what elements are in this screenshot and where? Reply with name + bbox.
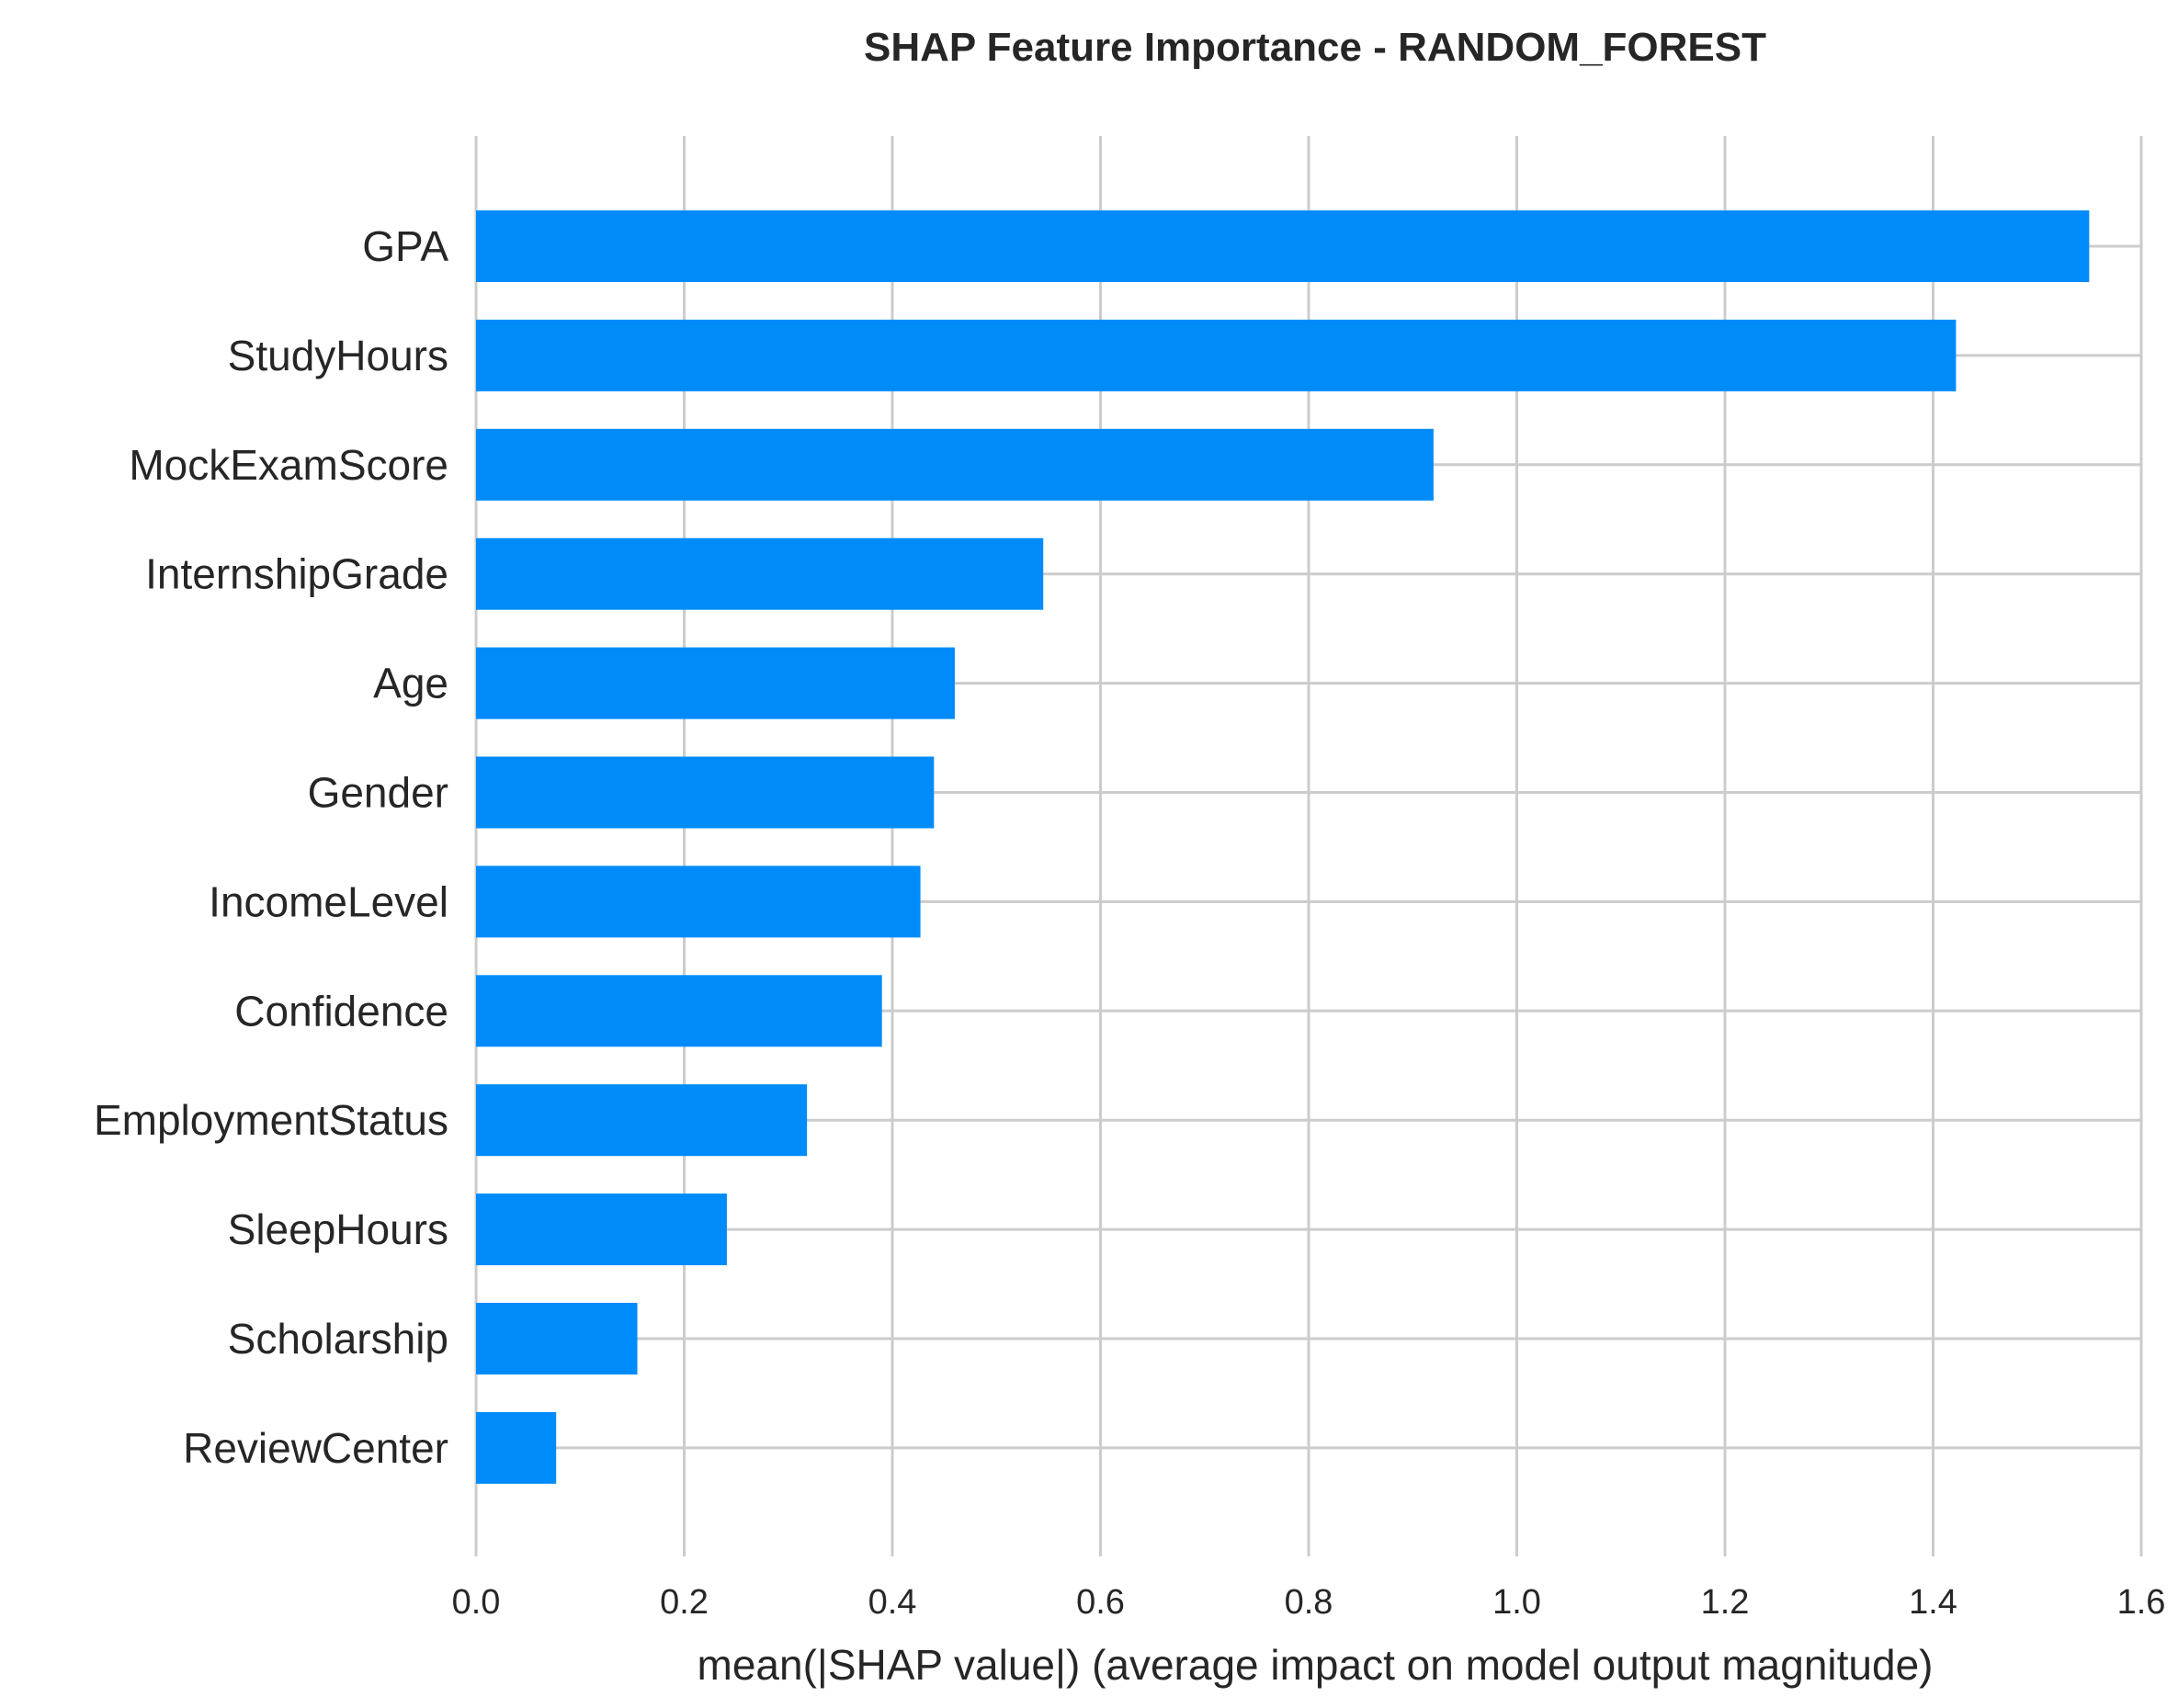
y-tick-label: SleepHours <box>228 1205 448 1253</box>
bar-age <box>476 647 955 719</box>
bar-incomelevel <box>476 865 921 938</box>
y-tick-label: Gender <box>308 769 448 817</box>
bar-mockexamscore <box>476 428 1434 501</box>
y-tick-labels: GPA StudyHours MockExamScore InternshipGrad… <box>94 222 448 1472</box>
bar-layer <box>476 210 2090 1484</box>
y-tick-label: Age <box>373 660 448 707</box>
y-tick-label: MockExamScore <box>129 441 448 489</box>
bar-internshipgrade <box>476 537 1044 610</box>
x-tick-label: 0.8 <box>1285 1583 1333 1622</box>
x-tick-label: 0.4 <box>868 1583 917 1622</box>
bar-studyhours <box>476 319 1957 391</box>
y-tick-label: EmploymentStatus <box>94 1096 448 1144</box>
x-axis-label: mean(|SHAP value|) (average impact on mo… <box>698 1641 1934 1689</box>
y-tick-label: Confidence <box>234 987 448 1035</box>
bar-reviewcenter <box>476 1411 557 1484</box>
y-tick-label: GPA <box>362 222 448 270</box>
y-tick-label: IncomeLevel <box>209 877 448 925</box>
bar-employmentstatus <box>476 1084 808 1157</box>
x-tick-label: 0.6 <box>1076 1583 1125 1622</box>
y-tick-label: Scholarship <box>228 1315 448 1363</box>
y-tick-label: InternshipGrade <box>145 550 448 598</box>
bar-gpa <box>476 210 2090 282</box>
y-tick-label: ReviewCenter <box>183 1424 448 1472</box>
bar-confidence <box>476 975 882 1047</box>
x-tick-label: 1.2 <box>1701 1583 1750 1622</box>
bar-sleephours <box>476 1193 727 1266</box>
x-tick-label: 1.6 <box>2117 1583 2166 1622</box>
bar-scholarship <box>476 1303 638 1374</box>
bar-gender <box>476 756 935 829</box>
x-tick-label: 1.0 <box>1492 1583 1541 1622</box>
x-tick-labels: 0.0 0.2 0.4 0.6 0.8 1.0 1.2 1.4 1.6 <box>452 1583 2166 1622</box>
x-tick-label: 0.2 <box>660 1583 709 1622</box>
chart-title: SHAP Feature Importance - RANDOM_FOREST <box>864 25 1766 70</box>
x-tick-label: 1.4 <box>1909 1583 1957 1622</box>
y-tick-label: StudyHours <box>228 332 448 379</box>
x-tick-label: 0.0 <box>452 1583 501 1622</box>
